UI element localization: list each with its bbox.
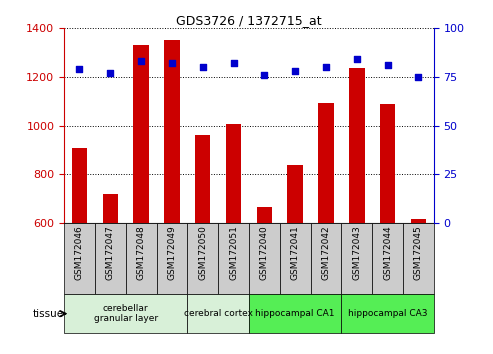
- Bar: [280, 223, 311, 294]
- Bar: [95, 223, 126, 294]
- Point: [230, 61, 238, 66]
- Bar: [72, 148, 87, 223]
- Bar: [134, 45, 149, 223]
- Bar: [103, 194, 118, 223]
- Bar: [249, 223, 280, 294]
- Bar: [318, 103, 334, 223]
- Bar: [257, 207, 272, 223]
- Text: cerebellar
granular layer: cerebellar granular layer: [94, 304, 158, 323]
- Bar: [64, 294, 187, 333]
- Point: [353, 57, 361, 62]
- Point: [291, 68, 299, 74]
- Bar: [126, 223, 157, 294]
- Bar: [195, 135, 211, 223]
- Bar: [249, 294, 341, 333]
- Text: GSM172040: GSM172040: [260, 225, 269, 280]
- Point: [322, 64, 330, 70]
- Text: cerebral cortex: cerebral cortex: [184, 309, 252, 318]
- Point: [384, 62, 391, 68]
- Bar: [187, 223, 218, 294]
- Point: [199, 64, 207, 70]
- Text: GSM172051: GSM172051: [229, 225, 238, 280]
- Point: [415, 74, 423, 80]
- Point: [75, 67, 83, 72]
- Bar: [157, 223, 187, 294]
- Bar: [403, 223, 434, 294]
- Bar: [411, 219, 426, 223]
- Text: hippocampal CA1: hippocampal CA1: [255, 309, 335, 318]
- Bar: [64, 223, 95, 294]
- Bar: [372, 223, 403, 294]
- Point: [106, 70, 114, 76]
- Text: GSM172049: GSM172049: [168, 225, 176, 280]
- Text: hippocampal CA3: hippocampal CA3: [348, 309, 427, 318]
- Text: GSM172046: GSM172046: [75, 225, 84, 280]
- Title: GDS3726 / 1372715_at: GDS3726 / 1372715_at: [176, 14, 322, 27]
- Bar: [380, 104, 395, 223]
- Text: GSM172045: GSM172045: [414, 225, 423, 280]
- Point: [137, 58, 145, 64]
- Text: GSM172043: GSM172043: [352, 225, 361, 280]
- Text: tissue: tissue: [33, 309, 64, 319]
- Bar: [349, 68, 364, 223]
- Text: GSM172044: GSM172044: [383, 225, 392, 280]
- Bar: [164, 40, 179, 223]
- Point: [168, 61, 176, 66]
- Bar: [341, 294, 434, 333]
- Text: GSM172048: GSM172048: [137, 225, 145, 280]
- Bar: [287, 165, 303, 223]
- Text: GSM172050: GSM172050: [198, 225, 207, 280]
- Bar: [341, 223, 372, 294]
- Bar: [218, 223, 249, 294]
- Text: GSM172042: GSM172042: [321, 225, 330, 280]
- Bar: [311, 223, 341, 294]
- Text: GSM172047: GSM172047: [106, 225, 115, 280]
- Text: GSM172041: GSM172041: [291, 225, 300, 280]
- Bar: [187, 294, 249, 333]
- Point: [260, 72, 268, 78]
- Bar: [226, 125, 241, 223]
